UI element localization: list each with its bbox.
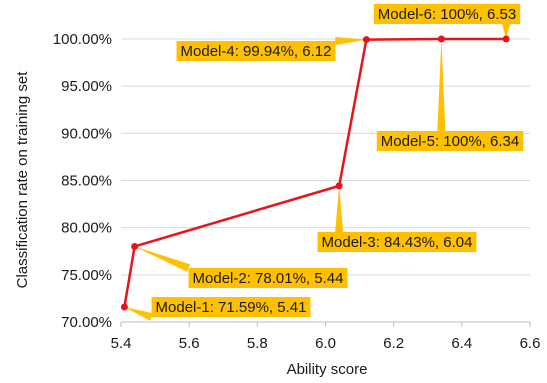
data-label-box (373, 4, 521, 24)
data-point (437, 35, 445, 43)
data-label-box (176, 41, 336, 61)
label-leader (335, 185, 344, 232)
data-label: Model-2: 78.01%, 5.44 (188, 268, 348, 288)
label-leader (335, 37, 367, 45)
y-tick-label: 75.00% (61, 267, 112, 284)
x-tick-label: 5.8 (247, 335, 268, 352)
x-axis-title: Ability score (287, 361, 368, 378)
data-label-text: Model-2: 78.01%, 5.44 (193, 270, 344, 287)
data-label: Model-6: 100%, 6.53 (373, 4, 521, 24)
data-point (120, 303, 128, 311)
data-label-text: Model-6: 100%, 6.53 (378, 6, 516, 23)
label-leader (124, 307, 153, 321)
x-tick-label: 6.2 (383, 335, 404, 352)
data-label-text: Model-4: 99.94%, 6.12 (181, 43, 332, 60)
data-point (362, 36, 370, 44)
data-point (502, 35, 510, 43)
data-label-box (151, 297, 311, 317)
data-label: Model-5: 100%, 6.34 (376, 131, 524, 151)
y-tick-label: 85.00% (61, 173, 112, 190)
axes: 70.00% 75.00% 80.00% 85.00% 90.00% 95.00% 100.… (53, 31, 541, 352)
y-tick-label: 80.00% (61, 220, 112, 237)
x-tick-label: 5.6 (179, 335, 200, 352)
data-labels: Model-1: 71.59%, 5.41 Model-2: 78.01%, 5.… (151, 4, 524, 317)
y-tick-label: 100.00% (53, 31, 112, 48)
data-label: Model-3: 84.43%, 6.04 (317, 232, 477, 252)
series-line (123, 37, 507, 308)
data-label-text: Model-5: 100%, 6.34 (381, 133, 519, 150)
data-label-text: Model-3: 84.43%, 6.04 (322, 234, 473, 251)
label-leader (502, 24, 511, 39)
x-tick-label: 6.4 (451, 335, 472, 352)
data-label-box (188, 268, 348, 288)
data-label-text: Model-1: 71.59%, 5.41 (156, 299, 307, 316)
label-leaders (124, 24, 511, 321)
data-point (335, 182, 343, 190)
data-point (131, 242, 139, 250)
data-label-box (376, 131, 524, 151)
series (120, 35, 510, 311)
data-label: Model-4: 99.94%, 6.12 (176, 41, 336, 61)
label-leader (134, 246, 191, 272)
y-axis-title: Classification rate on training set (14, 71, 31, 289)
x-tick-label: 5.4 (111, 335, 132, 352)
y-tick-label: 70.00% (61, 314, 112, 331)
x-tick-label: 6.0 (315, 335, 336, 352)
label-leader (437, 39, 446, 131)
data-label: Model-1: 71.59%, 5.41 (151, 297, 311, 317)
y-tick-label: 90.00% (61, 125, 112, 142)
x-tick-label: 6.6 (520, 335, 541, 352)
y-tick-label: 95.00% (61, 78, 112, 95)
data-label-box (317, 232, 477, 252)
